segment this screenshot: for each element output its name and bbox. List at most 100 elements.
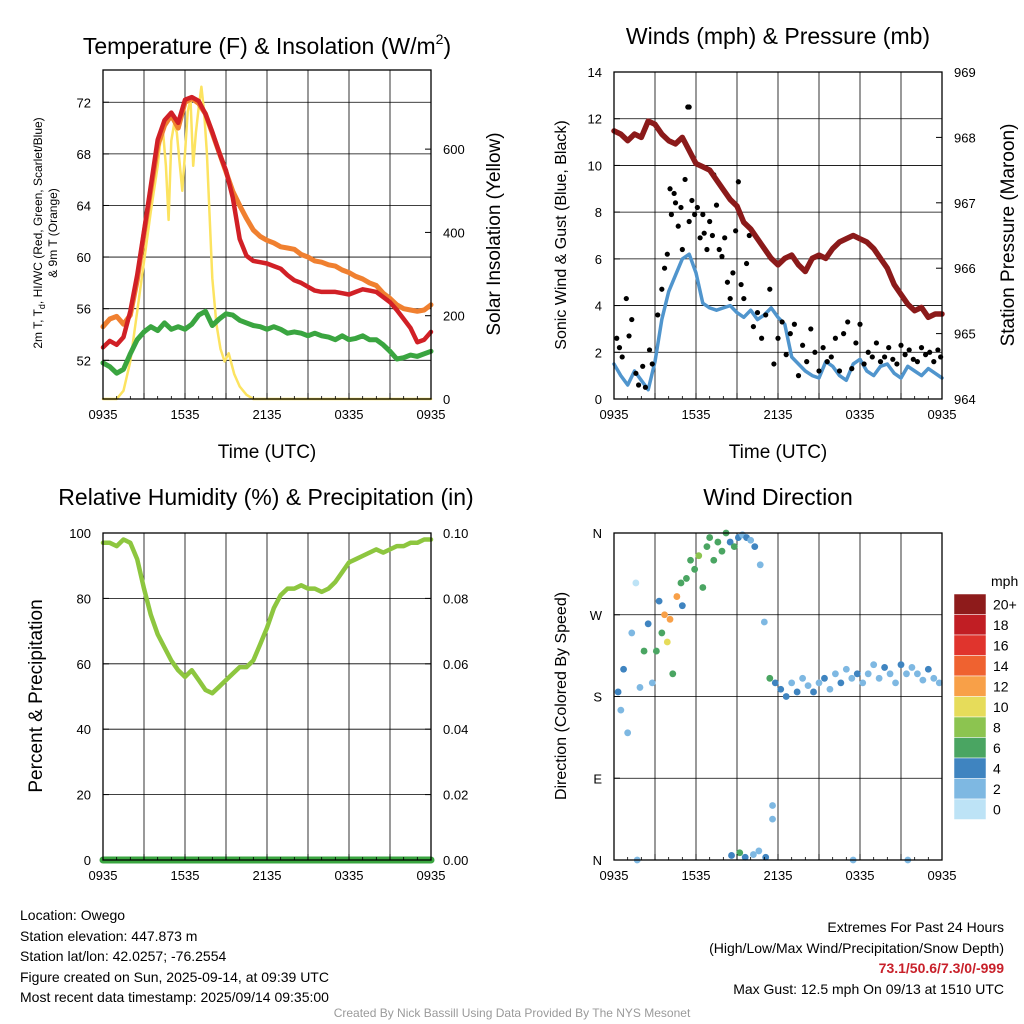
colorbar-swatch	[953, 696, 987, 718]
gust-point	[800, 342, 806, 348]
x-tick-label: 0335	[335, 868, 364, 883]
gust-point	[724, 279, 731, 285]
gust-point	[704, 246, 710, 253]
y2-tick-label: 968	[954, 130, 976, 145]
direction-point	[663, 638, 671, 646]
y2-tick-label: 0.04	[443, 722, 468, 737]
gust-point	[836, 368, 843, 374]
gust-point	[820, 345, 826, 351]
colorbar-swatch	[953, 778, 987, 800]
gust-point	[779, 319, 785, 325]
direction-point	[782, 693, 790, 700]
direction-point	[826, 685, 834, 693]
humidity-ylabel-left: Percent & Precipitation	[26, 599, 47, 792]
max-gust-point	[686, 104, 692, 110]
gust-point	[686, 218, 692, 225]
gust-point	[890, 356, 896, 362]
y2-tick-label: 0.00	[443, 853, 468, 868]
y-tick-label: 4	[595, 299, 602, 314]
winds-pressure-panel: Winds (mph) & Pressure (mb) 0935 1535 2135…	[553, 23, 1019, 463]
gust-point	[640, 363, 646, 369]
colorbar-swatch	[953, 737, 987, 759]
direction-point	[853, 670, 861, 678]
direction-point	[741, 853, 749, 861]
direction-point	[677, 579, 685, 587]
pressure-line	[611, 118, 945, 321]
gust-point	[886, 345, 892, 351]
y-tick-label: 10	[588, 158, 602, 173]
x-tick-label: 0935	[600, 407, 629, 422]
direction-point	[815, 679, 823, 687]
gust-point	[629, 316, 635, 323]
colorbar-label: 18	[993, 617, 1009, 633]
winds-panel-title: Winds (mph) & Pressure (mb)	[626, 23, 930, 49]
direction-point	[924, 665, 932, 673]
gust-point	[709, 232, 716, 239]
x-tick-label: 0935	[89, 407, 118, 422]
direction-point	[793, 688, 801, 696]
direction-point	[636, 684, 644, 691]
temperature-ylabel-left: 2m T, Td, HI/WC (Red, Green, Scarlet/Blu…	[31, 117, 47, 348]
direction-point	[755, 847, 763, 855]
gust-point	[716, 246, 722, 253]
y-tick-label: 40	[77, 722, 91, 737]
gust-point	[678, 204, 684, 211]
x-tick-label: 1535	[171, 407, 200, 422]
gust-point	[616, 345, 623, 351]
direction-point	[799, 674, 806, 682]
gust-point	[668, 211, 675, 218]
gust-point	[700, 211, 706, 218]
colorbar-label: 2	[993, 781, 1001, 797]
temperature-ylabel-left-line2: & 9m T (Orange)	[46, 188, 60, 278]
gust-point	[649, 361, 655, 367]
y-tick-label: N	[593, 526, 602, 541]
direction-point	[842, 665, 850, 673]
direction-point	[624, 729, 632, 737]
y-tick-label: 6	[595, 252, 602, 267]
y2-tick-label: 400	[443, 225, 465, 240]
gust-point	[661, 265, 668, 271]
y-tick-label: 60	[77, 250, 91, 265]
y2-tick-label: 0.08	[443, 591, 468, 606]
direction-point	[703, 543, 711, 551]
y2-tick-label: 969	[954, 65, 976, 80]
colorbar-title: mph	[991, 573, 1018, 589]
colorbar-swatch	[953, 634, 987, 656]
gust-point	[719, 253, 725, 260]
gust-point	[722, 235, 728, 241]
y2-tick-label: 966	[954, 261, 976, 276]
extremes-values: 73.1/50.6/7.3/0/-999	[878, 960, 1004, 976]
direction-point	[935, 679, 943, 687]
gust-point	[746, 232, 752, 239]
direction-point	[620, 665, 627, 673]
direction-point	[769, 802, 776, 809]
gust-point	[906, 347, 912, 353]
direction-point	[666, 615, 674, 623]
y-tick-label: 0	[84, 853, 91, 868]
gust-point	[679, 246, 685, 253]
direction-point	[810, 688, 817, 696]
direction-point	[617, 706, 625, 714]
gust-point	[910, 356, 916, 362]
direction-point	[771, 679, 779, 687]
gust-point	[727, 295, 733, 302]
direction-point	[750, 851, 757, 858]
direction-point	[908, 664, 916, 671]
direction-point	[892, 679, 899, 687]
gust-point	[795, 373, 802, 379]
y-tick-label: 100	[69, 526, 91, 541]
y2-tick-label: 200	[443, 309, 465, 324]
station-location: Location: Owego	[20, 907, 126, 923]
wind-direction-panel: Wind Direction 0935 1535 2135 0335 0935NESWN…	[553, 484, 1018, 883]
y-tick-label: 0	[595, 392, 602, 407]
x-tick-label: 0935	[928, 407, 957, 422]
extremes-info: Extremes For Past 24 Hours (High/Low/Max…	[709, 917, 1004, 999]
gust-point	[914, 359, 921, 365]
y-tick-label: 56	[77, 302, 91, 317]
gust-point	[659, 286, 665, 292]
direction-point	[683, 575, 690, 582]
dewpoint-line	[100, 308, 434, 376]
direction-point	[718, 547, 726, 555]
x-tick-label: 2135	[253, 868, 282, 883]
gust-point	[689, 197, 695, 204]
